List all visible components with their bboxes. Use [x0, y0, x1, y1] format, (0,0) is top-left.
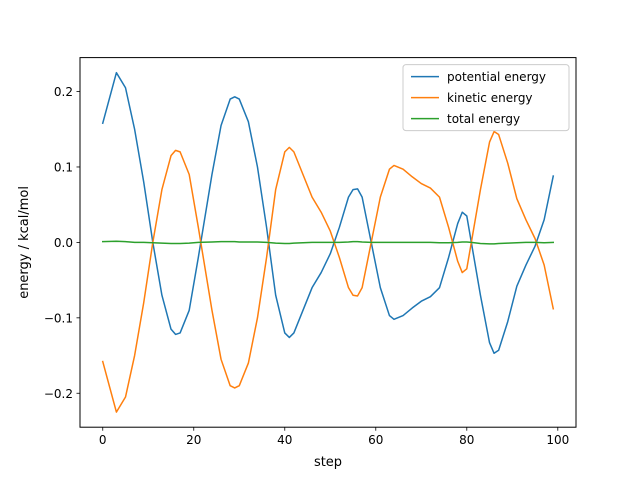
x-tick-label: 80 — [459, 433, 474, 447]
y-tick-label: 0.2 — [54, 85, 73, 99]
series-line-potential-energy — [101, 71, 555, 355]
x-axis-ticks: 0 20 40 60 80 100 — [99, 427, 569, 447]
x-tick-label: 60 — [368, 433, 383, 447]
y-tick-label: 0.0 — [54, 236, 73, 250]
y-tick-label: −0.2 — [44, 387, 73, 401]
x-axis-label: step — [314, 455, 342, 470]
y-axis-ticks: −0.2 −0.1 0.0 0.1 0.2 — [44, 85, 80, 401]
legend-label: potential energy — [447, 70, 546, 84]
series-line-kinetic-energy — [101, 130, 555, 413]
x-tick-label: 20 — [186, 433, 201, 447]
series-line-total-energy — [101, 240, 555, 245]
legend: potential energy kinetic energy total ener… — [402, 64, 570, 132]
y-axis-label: energy / kcal/mol — [17, 186, 32, 299]
x-tick-label: 40 — [277, 433, 292, 447]
x-tick-label: 0 — [99, 433, 107, 447]
legend-label: kinetic energy — [447, 91, 533, 105]
y-tick-label: −0.1 — [44, 311, 73, 325]
legend-label: total energy — [447, 112, 520, 126]
x-tick-label: 100 — [546, 433, 569, 447]
y-tick-label: 0.1 — [54, 160, 73, 174]
legend-box — [402, 64, 570, 132]
series-lines — [101, 71, 555, 413]
